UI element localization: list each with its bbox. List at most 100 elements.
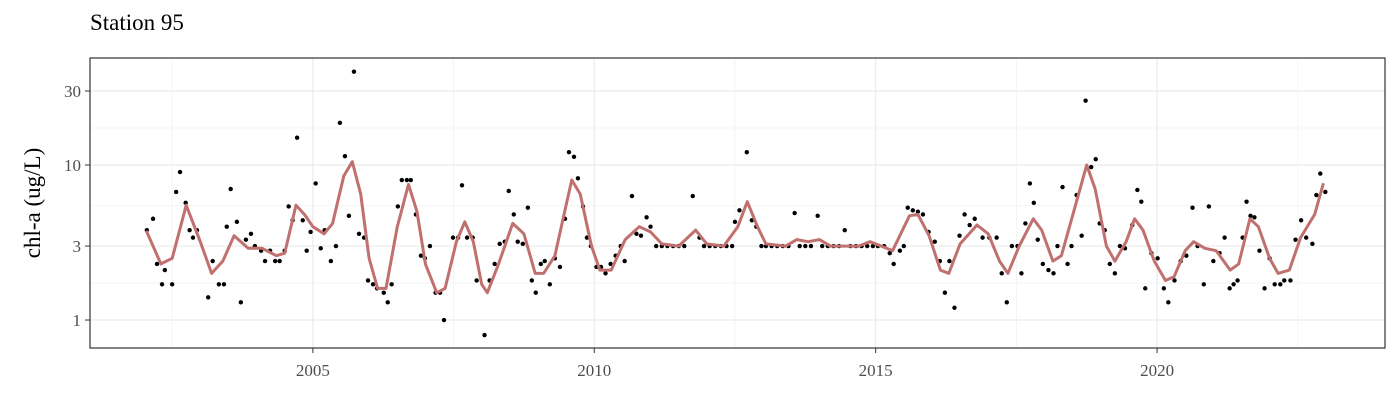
point (1027, 181, 1033, 186)
point (1031, 200, 1037, 206)
point (304, 248, 309, 253)
point (234, 219, 240, 225)
point (286, 204, 291, 209)
point (690, 193, 695, 199)
point (238, 300, 244, 305)
point (262, 258, 268, 264)
point (920, 212, 926, 217)
point (629, 193, 635, 199)
point (492, 261, 497, 267)
point (427, 243, 433, 249)
point (1112, 271, 1118, 276)
point (1055, 243, 1060, 249)
point (205, 295, 211, 300)
point (210, 258, 215, 264)
point (1069, 243, 1074, 249)
point (1282, 278, 1287, 283)
point (1004, 300, 1009, 305)
point (980, 235, 985, 240)
point (162, 267, 168, 273)
point (1227, 286, 1232, 291)
point (300, 218, 305, 223)
point (644, 215, 649, 220)
point (1231, 282, 1236, 287)
point (342, 153, 348, 159)
point (520, 241, 525, 247)
chart-title: Station 95 (90, 10, 184, 35)
point (962, 212, 967, 217)
point (1161, 286, 1167, 291)
point (216, 282, 222, 287)
point (942, 290, 948, 295)
point (346, 213, 352, 219)
point (1166, 300, 1171, 305)
axes: 2005 2010 2015 2020 1 3 10 30 (64, 82, 1174, 380)
point (529, 278, 534, 283)
point (459, 183, 465, 188)
point (575, 176, 581, 181)
x-tick-label: 2020 (1140, 361, 1174, 380)
point (870, 243, 876, 249)
point (820, 243, 825, 249)
point (1184, 253, 1189, 258)
point (1304, 235, 1309, 240)
point (891, 261, 896, 267)
point (351, 69, 357, 74)
point (404, 177, 410, 183)
point (228, 186, 233, 192)
point (248, 231, 254, 236)
point (1083, 98, 1088, 103)
y-tick-label: 30 (64, 82, 81, 101)
point (511, 212, 516, 217)
point (1093, 156, 1098, 162)
point (313, 181, 318, 186)
point (1235, 278, 1240, 283)
point (395, 204, 401, 209)
point (1278, 282, 1283, 287)
point (515, 239, 520, 244)
point (533, 290, 538, 295)
point (732, 219, 738, 225)
point (272, 258, 278, 264)
point (224, 224, 229, 229)
point (337, 120, 343, 126)
point (1155, 256, 1160, 261)
point (1079, 233, 1084, 238)
point (797, 243, 802, 249)
point (729, 243, 735, 249)
point (497, 241, 502, 247)
point (441, 317, 447, 323)
point (808, 243, 814, 249)
point (418, 253, 424, 258)
point (1211, 258, 1216, 264)
y-axis-label: chl-a (ug/L) (20, 148, 45, 258)
point (910, 208, 916, 213)
point (972, 216, 977, 221)
point (1135, 187, 1140, 193)
point (1288, 278, 1293, 283)
point (547, 282, 553, 287)
point (952, 305, 957, 310)
point (1293, 237, 1298, 242)
smooth-line (145, 160, 1325, 295)
point (538, 261, 544, 267)
point (450, 235, 456, 240)
point (506, 188, 511, 194)
point (566, 149, 572, 155)
point (1262, 286, 1267, 291)
point (173, 189, 179, 195)
point (294, 135, 300, 140)
point (932, 239, 937, 244)
point (887, 250, 892, 256)
point (1248, 213, 1253, 219)
point (571, 154, 577, 159)
point (1089, 164, 1094, 170)
point (328, 258, 334, 264)
point (622, 258, 627, 264)
point (653, 243, 659, 249)
marks (144, 69, 1328, 338)
point (842, 227, 847, 233)
point (1252, 215, 1257, 220)
